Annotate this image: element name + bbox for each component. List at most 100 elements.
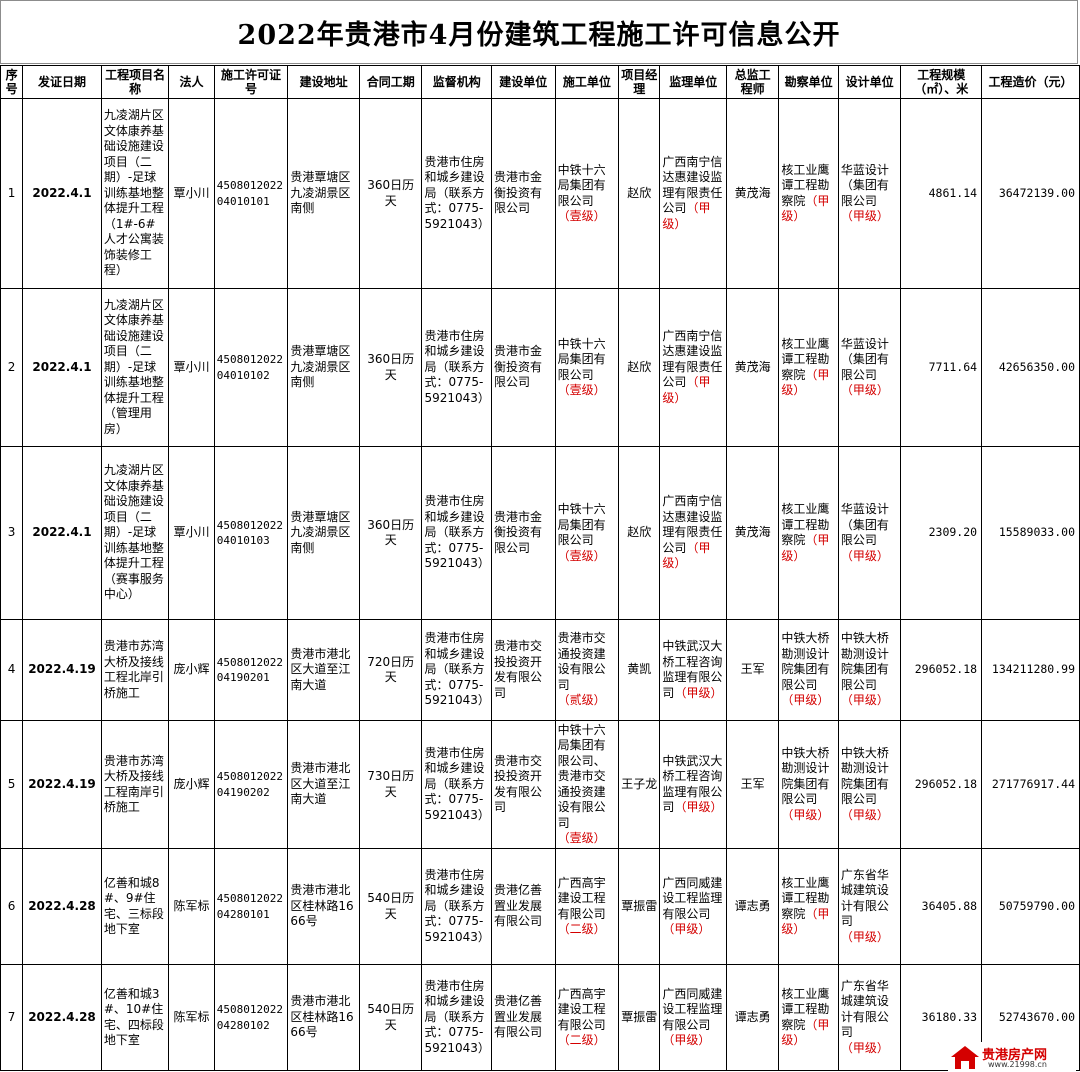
period-cell: 720日历天 [358,619,423,721]
design-grade: （甲级） [840,209,889,223]
table-row: 5 2022.4.19 贵港市苏湾大桥及接线工程南岸引桥施工 庞小辉 450801202… [0,720,1080,849]
address-cell: 贵港覃塘区九凌湖景区南侧 [287,446,360,620]
permit-number: 450801202204010101 [216,179,283,208]
survey-grade: （甲级） [781,367,830,398]
cost-cell: 36472139.00 [981,98,1080,289]
supervisor-cell: 贵港市住房和城乡建设局（联系方式：0775-5921043） [421,964,493,1071]
table-row: 7 2022.4.28 亿善和城3#、10#住宅、四标段地下室 陈军标 45080120… [0,964,1080,1071]
builder-unit: 贵港市交投投资开发有限公司 [494,753,543,815]
contract-period: 360日历天 [367,352,415,382]
period-cell: 540日历天 [358,848,423,965]
header-cell: 施工许可证号 [213,65,289,99]
address-cell: 贵港覃塘区九凌湖景区南侧 [287,98,360,289]
table-row: 6 2022.4.28 亿善和城8#、9#住宅、三标段地下室 陈军标 450801202… [0,848,1080,965]
scale-cell: 296052.18 [900,619,983,721]
project-manager: 覃振雷 [621,1009,658,1024]
permit-number: 450801202204280101 [216,892,283,921]
chief-engineer: 王军 [740,662,765,677]
chief-cell: 谭志勇 [725,964,780,1071]
consultant-unit: 中铁武汉大桥工程咨询监理有限公司 [662,639,723,700]
contractor-cell: 广西高宇建设工程有限公司（二级） [554,848,620,965]
design-unit: 中铁大桥勘测设计院集团有限公司 [840,631,889,692]
consultant-cell: 广西南宁信达惠建设监理有限责任公司（甲级） [659,446,727,620]
issue-date-cell: 2022.4.1 [22,288,102,447]
address-cell: 贵港市港北区桂林路1666号 [287,848,360,965]
consultant-unit: 广西南宁信达惠建设监理有限责任公司 [662,328,723,390]
manager-cell: 黄凯 [618,619,661,721]
contractor-unit: 中铁十六局集团有限公司 [557,162,606,208]
address: 贵港市港北区大道至江南大道 [290,646,351,692]
legal-person-cell: 覃小川 [168,98,215,289]
supervisor-cell: 贵港市住房和城乡建设局（联系方式：0775-5921043） [421,446,493,620]
design-grade: （甲级） [840,548,889,563]
page-title: 2022年贵港市4月份建筑工程施工许可信息公开 [0,0,1078,64]
address-cell: 贵港市港北区大道至江南大道 [287,720,360,849]
contractor-cell: 贵港市交通投资建设有限公司（贰级） [554,619,620,721]
row-number-cell: 5 [0,720,24,849]
issue-date: 2022.4.19 [28,776,96,791]
consultant-cell: 广西同威建设工程监理有限公司（甲级） [659,848,727,965]
chief-cell: 黄茂海 [725,288,780,447]
issue-date: 2022.4.28 [28,898,96,913]
issue-date: 2022.4.28 [28,1009,96,1024]
contractor-unit: 中铁十六局集团有限公司 [557,502,606,547]
header-cell: 勘察单位 [778,65,839,99]
row-number: 6 [7,898,16,913]
permit-number: 450801202204010103 [216,518,283,548]
row-number-cell: 6 [0,848,24,965]
permit-number: 450801202204190202 [216,770,283,799]
survey-cell: 核工业鹰谭工程勘察院（甲级） [778,446,839,620]
cost-cell: 134211280.99 [981,619,1080,721]
project-scale: 296052.18 [914,776,978,791]
project-scale: 36405.88 [921,898,978,913]
project-cost: 271776917.44 [991,776,1075,791]
issue-date: 2022.4.1 [32,359,92,374]
supervisor-cell: 贵港市住房和城乡建设局（联系方式：0775-5921043） [421,98,493,289]
contractor-grade: （壹级） [557,209,606,223]
project-name-cell: 九凌湖片区文体康养基础设施建设项目（二期）-足球训练基地整体提升工程（赛事服务中… [100,446,170,620]
header-cell: 工程规模（㎡）、米 [900,65,983,99]
permit-number-cell: 450801202204190202 [213,720,289,849]
consultant-cell: 广西南宁信达惠建设监理有限责任公司（甲级） [659,98,727,289]
logo-text: 贵港房产网 [982,1048,1048,1063]
project-manager: 王子龙 [621,776,658,791]
issue-date-cell: 2022.4.19 [22,720,102,849]
survey-unit: 核工业鹰谭工程勘察院 [781,875,830,921]
address: 贵港覃塘区九凌湖景区南侧 [290,509,351,555]
builder-cell: 贵港亿善置业发展有限公司 [491,964,556,1071]
survey-grade: （甲级） [781,533,830,563]
builder-unit: 贵港市交投投资开发有限公司 [494,639,543,700]
contractor-unit: 广西高宇建设工程有限公司 [557,875,606,921]
project-scale: 296052.18 [914,662,978,677]
chief-engineer: 王军 [740,776,765,791]
contractor-unit: 中铁十六局集团有限公司、贵港市交通投资建设有限公司 [557,722,606,830]
row-number: 2 [7,359,16,374]
survey-cell: 核工业鹰谭工程勘察院（甲级） [778,848,839,965]
permit-number-cell: 450801202204010102 [213,288,289,447]
row-number: 3 [7,525,16,540]
contractor-grade: （二级） [557,922,606,936]
table-row: 1 2022.4.1 九凌湖片区文体康养基础设施建设项目（二期）-足球训练基地整体提… [0,98,1080,289]
builder-unit: 贵港市金衡投资有限公司 [494,170,543,216]
address: 贵港市港北区大道至江南大道 [290,761,351,807]
consultant-unit: 广西同威建设工程监理有限公司 [662,986,723,1032]
issue-date: 2022.4.1 [32,185,92,200]
supervisor-agency: 贵港市住房和城乡建设局（联系方式：0775-5921043） [424,154,490,231]
row-number-cell: 1 [0,98,24,289]
contractor-unit: 中铁十六局集团有限公司 [557,336,606,382]
design-cell: 广东省华城建筑设计有限公司（甲级） [837,964,902,1071]
supervisor-agency: 贵港市住房和城乡建设局（联系方式：0775-5921043） [424,745,490,822]
permit-table: 序号 发证日期 工程项目名称 法人 施工许可证号 建设地址 合同工期 监督机构 … [0,65,1080,1071]
project-cost: 36472139.00 [998,185,1075,200]
supervisor-cell: 贵港市住房和城乡建设局（联系方式：0775-5921043） [421,288,493,447]
address: 贵港市港北区桂林路1666号 [290,883,354,929]
chief-cell: 黄茂海 [725,446,780,620]
manager-cell: 赵欣 [618,446,661,620]
permit-number-cell: 450801202204010103 [213,446,289,620]
row-number-cell: 2 [0,288,24,447]
survey-unit: 核工业鹰谭工程勘察院 [781,336,830,382]
design-cell: 广东省华城建筑设计有限公司（甲级） [837,848,902,965]
survey-unit: 核工业鹰谭工程勘察院 [781,986,830,1032]
header-cell: 建设地址 [287,65,360,99]
builder-cell: 贵港亿善置业发展有限公司 [491,848,556,965]
